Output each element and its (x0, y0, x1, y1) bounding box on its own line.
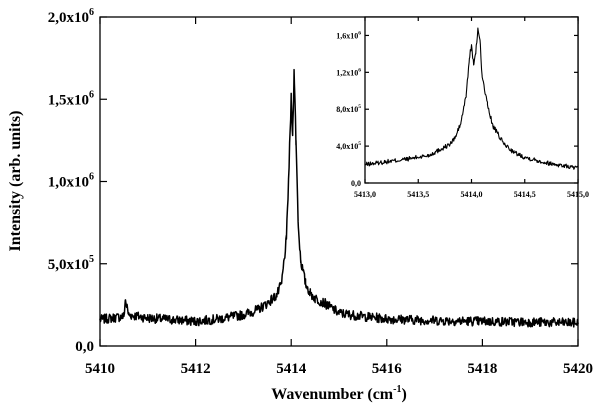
inset-y-tick-label: 1,2x106 (336, 67, 361, 77)
inset-x-tick-label: 5413,5 (407, 190, 429, 199)
main-x-tick-label: 5416 (372, 361, 403, 377)
main-x-tick-label: 5414 (276, 361, 307, 377)
main-x-tick-label: 5410 (85, 361, 115, 377)
inset-x-tick-label: 5413,0 (354, 190, 376, 199)
inset-x-tick-labels: 5413,0 5413,5 5414,0 5414,5 5415,0 (354, 190, 589, 199)
main-y-tick-label: 1,5x106 (48, 89, 94, 108)
main-y-tick-label: 1,0x106 (48, 172, 94, 191)
main-y-tick-label: 0,0 (75, 339, 94, 355)
inset-y-tick-label: 1,6x106 (336, 30, 361, 40)
main-x-tick-label: 5420 (563, 361, 593, 377)
main-y-tick-label: 5,0x105 (48, 254, 94, 273)
inset-x-tick-label: 5415,0 (567, 190, 589, 199)
inset-y-tick-label: 8,0x105 (336, 104, 361, 114)
inset-series-line (364, 27, 579, 170)
y-axis-title: Intensity (arb. units) (7, 111, 24, 252)
main-x-tick-label: 5412 (181, 361, 211, 377)
inset-x-tick-label: 5414,0 (461, 190, 483, 199)
inset-y-tick-labels: 0,0 4,0x105 8,0x105 1,2x106 1,6x106 (336, 30, 361, 188)
x-axis-title: Wavenumber (cm-1) (271, 384, 407, 403)
inset-axis-ticks (364, 17, 579, 184)
main-y-tick-label: 2,0x106 (48, 7, 94, 26)
main-x-tick-labels: 5410 5412 5414 5416 5418 5420 (85, 361, 593, 377)
inset-y-tick-label: 4,0x105 (336, 141, 361, 151)
inset-y-tick-label: 0,0 (351, 179, 361, 188)
main-series-line (99, 68, 579, 328)
inset-x-tick-label: 5414,5 (514, 190, 536, 199)
main-y-tick-labels: 0,0 5,0x105 1,0x106 1,5x106 2,0x106 (48, 7, 94, 355)
main-x-tick-label: 5418 (467, 361, 497, 377)
inset-background (365, 17, 578, 183)
